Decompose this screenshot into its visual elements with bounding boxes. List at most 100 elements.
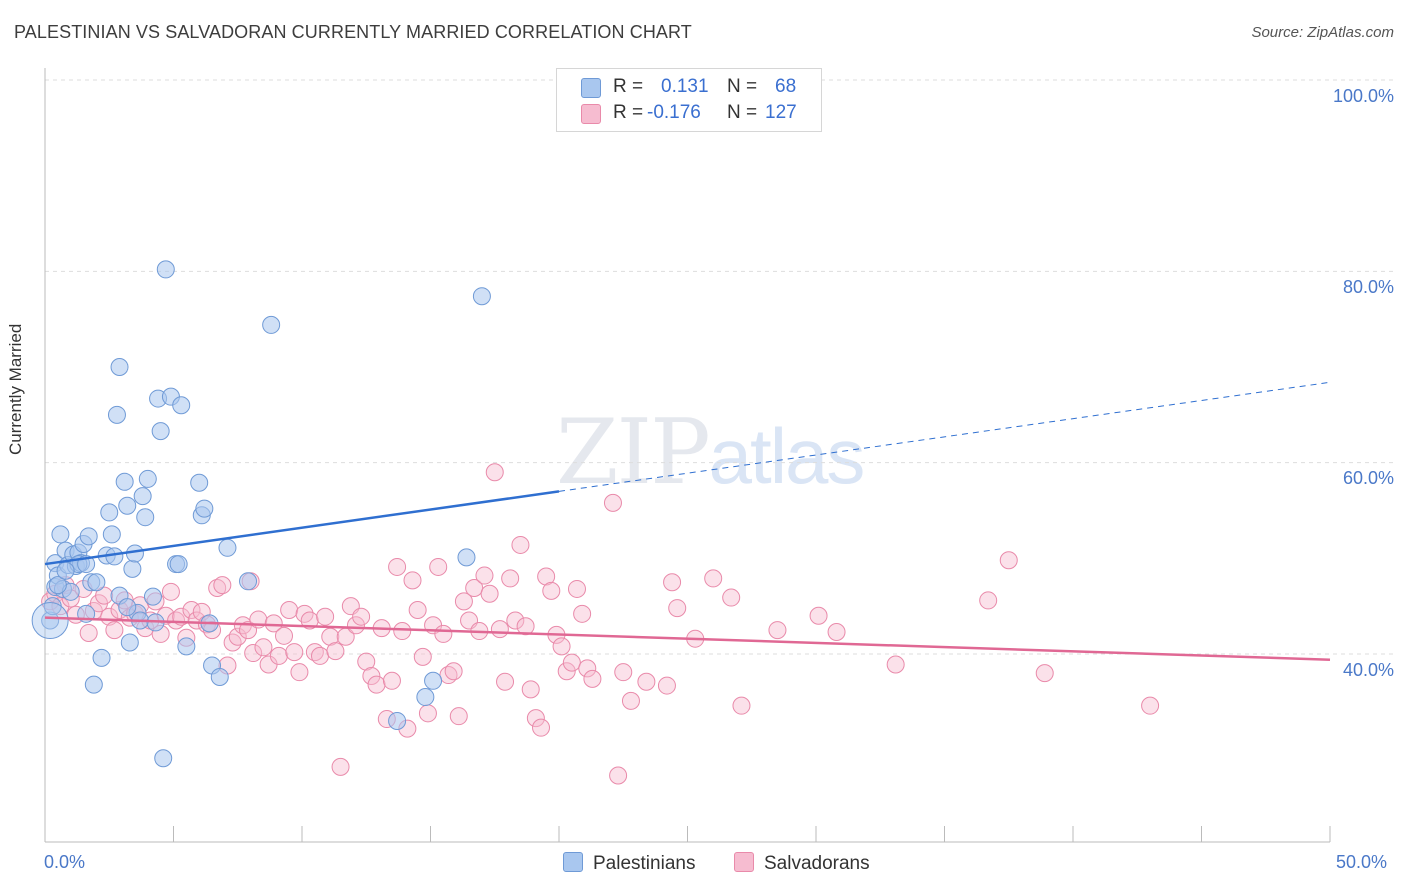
- legend-n-value: 68: [775, 76, 797, 97]
- salvadoran-point: [408, 600, 427, 619]
- salvadoran-point: [567, 579, 586, 598]
- salvadoran-point: [552, 637, 571, 656]
- salvadoran-point: [269, 646, 288, 665]
- palestinian-trend-line: [44, 490, 560, 566]
- salvadoran-trend-line: [44, 616, 1331, 661]
- palestinian-point: [151, 422, 170, 441]
- salvadoran-point: [367, 675, 386, 694]
- salvadoran-point: [362, 667, 381, 686]
- salvadoran-point: [444, 662, 463, 681]
- palestinian-point: [143, 587, 162, 606]
- y-tick-label-60: 60.0%: [1342, 468, 1394, 488]
- salvadoran-point: [388, 557, 407, 576]
- salvadoran-point: [501, 569, 520, 588]
- legend-r-value: -0.176: [647, 102, 701, 123]
- salvadoran-point: [521, 680, 540, 699]
- salvadoran-point: [578, 659, 597, 678]
- palestinian-point: [262, 315, 281, 334]
- palestinian-point: [110, 358, 129, 376]
- y-tick-label-80: 80.0%: [1342, 277, 1394, 297]
- salvadoran-point: [573, 604, 592, 623]
- salvadoran-point: [418, 704, 437, 723]
- legend-r-label: R =: [613, 76, 644, 97]
- salvadoran-point: [537, 567, 556, 586]
- x-tick-label-0: 0.0%: [44, 852, 86, 872]
- palestinian-point: [56, 561, 75, 580]
- salvadoran-point: [326, 642, 345, 661]
- palestinian-point: [48, 576, 67, 595]
- salvadoran-point: [403, 571, 422, 590]
- salvadoran-point: [999, 551, 1018, 570]
- legend-r-value: 0.131: [661, 76, 709, 97]
- salvadoran-point: [275, 626, 294, 645]
- palestinian-point: [457, 548, 476, 567]
- palestinian-point: [84, 675, 103, 694]
- salvadoran-point: [614, 663, 633, 682]
- palestinian-point: [118, 496, 137, 515]
- salvadoran-point: [454, 592, 473, 611]
- palestinian-point: [79, 527, 98, 546]
- legend-swatch-palestinians: [581, 78, 601, 98]
- legend-n-label: N =: [727, 76, 758, 97]
- palestinian-point: [123, 559, 142, 578]
- palestinian-point: [172, 396, 191, 415]
- salvadoran-point: [562, 653, 581, 672]
- salvadoran-point: [516, 617, 535, 636]
- salvadoran-point: [254, 638, 273, 657]
- watermark-atlas: atlas: [708, 412, 866, 500]
- salvadoran-point: [280, 600, 299, 619]
- chart-title: PALESTINIAN VS SALVADORAN CURRENTLY MARR…: [14, 22, 692, 42]
- legend-r-label: R =: [613, 102, 644, 123]
- palestinian-point: [118, 598, 137, 617]
- salvadoran-point: [228, 627, 247, 646]
- bottom-legend-label-palestinians: Palestinians: [593, 853, 696, 874]
- chart-source: Source: ZipAtlas.com: [1251, 24, 1394, 41]
- palestinian-point: [239, 572, 258, 591]
- salvadoran-point: [382, 671, 401, 690]
- salvadoran-point: [532, 718, 551, 737]
- salvadoran-point: [526, 709, 545, 728]
- palestinian-point: [169, 555, 188, 574]
- y-tick-label-40: 40.0%: [1342, 660, 1394, 680]
- bottom-legend-swatch-palestinians: [563, 852, 583, 872]
- salvadoran-point: [621, 691, 640, 710]
- palestinian-point: [210, 667, 229, 686]
- salvadoran-point: [290, 663, 309, 682]
- palestinian-point: [138, 469, 157, 488]
- palestinian-point: [107, 405, 126, 424]
- salvadoran-point: [668, 599, 687, 618]
- watermark-zip: ZIP: [556, 400, 711, 505]
- salvadoran-point: [321, 627, 340, 646]
- palestinian-point: [388, 711, 407, 730]
- salvadoran-point: [161, 582, 180, 601]
- palestinian-point: [190, 473, 209, 492]
- palestinian-point: [92, 648, 111, 667]
- salvadoran-point: [393, 622, 412, 641]
- palestinian-point: [100, 503, 119, 522]
- palestinian-point: [115, 472, 134, 491]
- salvadoran-point: [300, 611, 319, 630]
- palestinian-point: [120, 633, 139, 652]
- salvadoran-point: [768, 621, 787, 640]
- salvadoran-point: [557, 662, 576, 681]
- salvadoran-point: [732, 696, 751, 715]
- salvadoran-point: [979, 591, 998, 610]
- legend-swatch-salvadorans: [581, 104, 601, 124]
- palestinian-point: [177, 637, 196, 656]
- salvadoran-point: [213, 576, 232, 595]
- salvadoran-point: [285, 643, 304, 662]
- salvadoran-point: [809, 606, 828, 625]
- salvadoran-point: [511, 535, 530, 554]
- salvadoran-point: [449, 707, 468, 726]
- palestinian-point: [102, 525, 121, 544]
- salvadoran-point: [704, 569, 723, 588]
- salvadoran-point: [208, 578, 227, 597]
- y-axis-label: Currently Married: [6, 323, 25, 455]
- palestinian-point: [218, 538, 237, 557]
- palestinian-point: [424, 671, 443, 690]
- salvadoran-point: [331, 757, 350, 776]
- legend-n-value: 127: [765, 102, 797, 123]
- bottom-legend-swatch-salvadorans: [734, 852, 754, 872]
- palestinian-point: [416, 688, 435, 707]
